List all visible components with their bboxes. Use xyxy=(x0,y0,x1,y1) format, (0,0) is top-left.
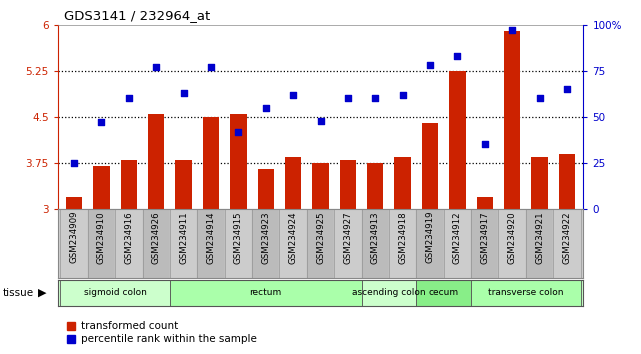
Bar xyxy=(170,209,197,278)
Bar xyxy=(416,280,471,306)
Text: GSM234927: GSM234927 xyxy=(344,211,353,264)
Text: GSM234922: GSM234922 xyxy=(562,211,571,264)
Point xyxy=(370,96,380,101)
Text: GSM234921: GSM234921 xyxy=(535,211,544,264)
Text: GDS3141 / 232964_at: GDS3141 / 232964_at xyxy=(64,9,210,22)
Text: GSM234920: GSM234920 xyxy=(508,211,517,264)
Bar xyxy=(94,166,110,209)
Text: GSM234909: GSM234909 xyxy=(70,211,79,263)
Bar xyxy=(553,209,581,278)
Bar xyxy=(197,209,225,278)
Text: ▶: ▶ xyxy=(38,288,47,298)
Point xyxy=(124,96,134,101)
Bar xyxy=(60,209,88,278)
Text: GSM234912: GSM234912 xyxy=(453,211,462,264)
Bar xyxy=(252,209,279,278)
Point xyxy=(233,129,244,135)
Text: GSM234924: GSM234924 xyxy=(288,211,297,264)
Bar xyxy=(416,209,444,278)
Point xyxy=(151,64,162,70)
Bar xyxy=(526,209,553,278)
Text: rectum: rectum xyxy=(249,289,282,297)
Point xyxy=(453,53,463,59)
Point xyxy=(96,120,106,125)
Point xyxy=(261,105,271,110)
Bar xyxy=(362,209,389,278)
Point xyxy=(178,90,188,96)
Point xyxy=(397,92,408,98)
Point xyxy=(425,62,435,68)
Text: GSM234918: GSM234918 xyxy=(398,211,407,264)
Bar xyxy=(504,31,520,209)
Text: GSM234926: GSM234926 xyxy=(152,211,161,264)
Point xyxy=(343,96,353,101)
Bar xyxy=(340,160,356,209)
Bar xyxy=(115,209,142,278)
Bar xyxy=(312,163,329,209)
Bar xyxy=(121,160,137,209)
Bar xyxy=(258,169,274,209)
Point xyxy=(288,92,298,98)
Text: GSM234913: GSM234913 xyxy=(370,211,379,264)
Text: GSM234910: GSM234910 xyxy=(97,211,106,264)
Bar xyxy=(60,280,170,306)
Text: GSM234911: GSM234911 xyxy=(179,211,188,264)
Bar xyxy=(225,209,252,278)
Point xyxy=(562,86,572,92)
Text: cecum: cecum xyxy=(429,289,459,297)
Text: sigmoid colon: sigmoid colon xyxy=(84,289,147,297)
Bar xyxy=(362,280,416,306)
Point xyxy=(69,160,79,166)
Text: GSM234919: GSM234919 xyxy=(426,211,435,263)
Bar xyxy=(230,114,247,209)
Bar xyxy=(422,123,438,209)
Point xyxy=(535,96,545,101)
Bar xyxy=(66,196,82,209)
Point xyxy=(315,118,326,123)
Bar xyxy=(394,157,411,209)
Bar xyxy=(148,114,165,209)
Text: tissue: tissue xyxy=(3,288,34,298)
Text: GSM234917: GSM234917 xyxy=(480,211,489,264)
Point xyxy=(206,64,216,70)
Bar xyxy=(471,280,581,306)
Bar xyxy=(531,157,547,209)
Bar xyxy=(559,154,575,209)
Bar xyxy=(203,117,219,209)
Bar xyxy=(170,280,362,306)
Text: GSM234915: GSM234915 xyxy=(234,211,243,264)
Bar xyxy=(307,209,334,278)
Text: GSM234914: GSM234914 xyxy=(206,211,215,264)
Bar xyxy=(334,209,362,278)
Bar xyxy=(449,71,465,209)
Bar xyxy=(444,209,471,278)
Bar xyxy=(471,209,499,278)
Text: transverse colon: transverse colon xyxy=(488,289,563,297)
Legend: transformed count, percentile rank within the sample: transformed count, percentile rank withi… xyxy=(63,317,261,348)
Text: ascending colon: ascending colon xyxy=(352,289,426,297)
Bar xyxy=(367,163,383,209)
Bar xyxy=(389,209,416,278)
Point xyxy=(479,142,490,147)
Bar xyxy=(499,209,526,278)
Bar xyxy=(142,209,170,278)
Bar xyxy=(279,209,307,278)
Text: GSM234925: GSM234925 xyxy=(316,211,325,264)
Point xyxy=(507,28,517,33)
Text: GSM234923: GSM234923 xyxy=(262,211,271,264)
Bar xyxy=(176,160,192,209)
Bar xyxy=(285,157,301,209)
Bar xyxy=(476,196,493,209)
Bar xyxy=(88,209,115,278)
Text: GSM234916: GSM234916 xyxy=(124,211,133,264)
